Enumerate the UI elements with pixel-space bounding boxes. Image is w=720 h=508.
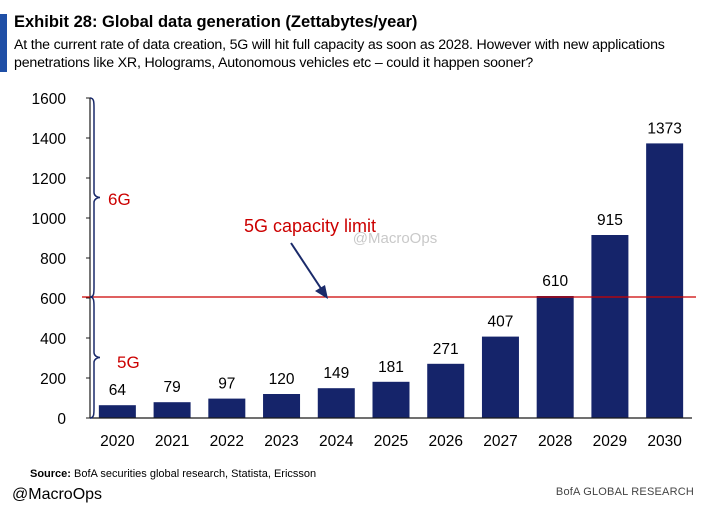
bar-2029	[591, 235, 629, 418]
x-tick-label: 2020	[100, 433, 135, 450]
x-tick-label: 2029	[593, 433, 627, 450]
source-note: Source: BofA securities global research,…	[30, 468, 316, 480]
y-tick-label: 800	[40, 251, 66, 268]
x-tick-label: 2024	[319, 433, 354, 450]
bar-value-label: 915	[597, 212, 623, 229]
source-text: BofA securities global research, Statist…	[74, 468, 317, 480]
bar-value-label: 79	[163, 379, 180, 396]
bar-value-label: 610	[542, 273, 568, 290]
x-tick-label: 2028	[538, 433, 572, 450]
watermark-text: @MacroOps	[353, 230, 437, 247]
x-tick-label: 2023	[264, 433, 298, 450]
x-tick-label: 2026	[428, 433, 462, 450]
x-tick-label: 2027	[483, 433, 517, 450]
title-accent-bar	[0, 14, 7, 72]
y-tick-label: 0	[57, 411, 66, 428]
y-tick-label: 1200	[32, 171, 67, 188]
y-tick-label: 600	[40, 291, 66, 308]
y-tick-label: 400	[40, 331, 66, 348]
bar-value-label: 64	[109, 382, 127, 399]
author-handle: @MacroOps	[12, 486, 103, 503]
bar-2026	[427, 363, 465, 418]
y-tick-label: 1400	[32, 131, 67, 148]
bar-2020	[98, 405, 136, 418]
capacity-arrow	[290, 242, 323, 291]
x-tick-label: 2022	[210, 433, 244, 450]
bar-value-label: 181	[378, 359, 404, 376]
brace-5g	[89, 296, 101, 419]
bar-2021	[153, 402, 191, 418]
x-tick-label: 2021	[155, 433, 189, 450]
bar-value-label: 1373	[647, 120, 681, 137]
brand-label: BofA GLOBAL RESEARCH	[555, 486, 694, 498]
y-tick-label: 1000	[32, 211, 67, 228]
bar-2023	[263, 394, 301, 418]
bar-2030	[646, 143, 684, 418]
x-tick-label: 2025	[374, 433, 408, 450]
bar-2024	[317, 388, 355, 418]
bar-value-label: 271	[433, 341, 459, 358]
label-6g: 6G	[108, 190, 131, 209]
x-tick-label: 2030	[647, 433, 682, 450]
y-tick-label: 1600	[32, 91, 67, 108]
bar-chart: @MacroOps 0 200 400 600 800 1000 1200 1400 1600 64…	[32, 91, 696, 450]
y-tick-label: 200	[40, 371, 66, 388]
source-label: Source:	[30, 468, 71, 480]
bar-value-label: 149	[323, 365, 349, 382]
brace-6g	[89, 97, 101, 298]
capacity-arrowhead	[315, 285, 328, 299]
chart-subtitle: At the current rate of data creation, 5G…	[14, 37, 665, 71]
bar-value-label: 407	[488, 314, 514, 331]
capacity-limit-label: 5G capacity limit	[244, 216, 376, 236]
bar-2022	[208, 398, 246, 418]
bar-2027	[481, 336, 519, 418]
bar-value-label: 120	[269, 371, 295, 388]
chart-title: Exhibit 28: Global data generation (Zett…	[14, 13, 418, 31]
bar-2028	[536, 296, 574, 418]
bar-value-label: 97	[218, 376, 235, 393]
label-5g: 5G	[117, 353, 140, 372]
bar-2025	[372, 381, 410, 418]
